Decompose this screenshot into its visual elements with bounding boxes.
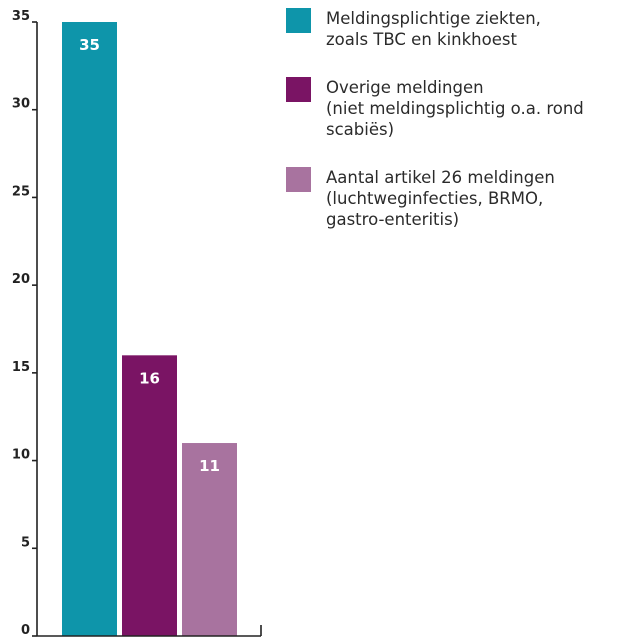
bar-2 bbox=[122, 355, 177, 636]
bar-value-label-1: 35 bbox=[79, 36, 100, 54]
legend-label-overige-meldingen: Overige meldingen (niet meldingsplichtig… bbox=[326, 78, 584, 139]
y-axis-ticks: 0 5 10 15 20 25 30 35 bbox=[12, 9, 37, 638]
legend: Meldingsplichtige ziekten, zoals TBC en … bbox=[286, 8, 621, 257]
y-tick-label: 25 bbox=[12, 184, 30, 199]
bar-value-label-2: 16 bbox=[139, 369, 160, 387]
legend-item-artikel-26-meldingen: Aantal artikel 26 meldingen (luchtweginf… bbox=[286, 167, 621, 230]
legend-swatch-meldingsplichtige-ziekten bbox=[286, 8, 311, 33]
y-tick-label: 0 bbox=[21, 623, 30, 638]
legend-swatch-overige-meldingen bbox=[286, 77, 311, 102]
legend-swatch-artikel-26-meldingen bbox=[286, 167, 311, 192]
bar-1 bbox=[62, 22, 117, 636]
y-tick-label: 35 bbox=[12, 9, 30, 24]
legend-item-meldingsplichtige-ziekten: Meldingsplichtige ziekten, zoals TBC en … bbox=[286, 8, 621, 50]
bar-value-label-3: 11 bbox=[199, 457, 220, 475]
y-tick-label: 5 bbox=[21, 535, 30, 550]
bars bbox=[62, 22, 237, 636]
y-tick-label: 10 bbox=[12, 448, 30, 463]
legend-label-meldingsplichtige-ziekten: Meldingsplichtige ziekten, zoals TBC en … bbox=[326, 9, 541, 49]
y-tick-label: 15 bbox=[12, 360, 30, 375]
y-tick-label: 20 bbox=[12, 272, 30, 287]
y-tick-label: 30 bbox=[12, 97, 30, 112]
legend-item-overige-meldingen: Overige meldingen (niet meldingsplichtig… bbox=[286, 77, 621, 140]
bar-data-labels: 35 16 11 bbox=[79, 36, 220, 475]
bar-3 bbox=[182, 443, 237, 636]
legend-label-artikel-26-meldingen: Aantal artikel 26 meldingen (luchtweginf… bbox=[326, 168, 555, 229]
